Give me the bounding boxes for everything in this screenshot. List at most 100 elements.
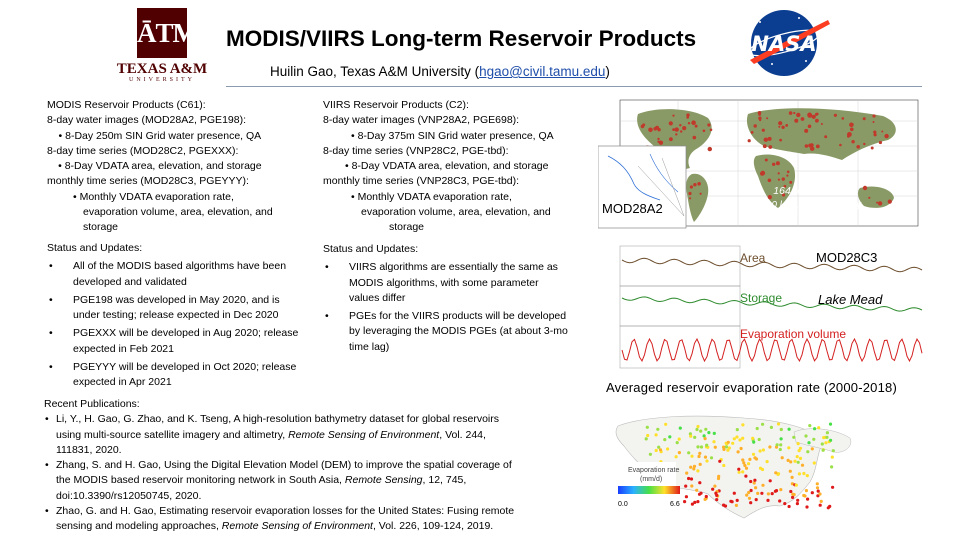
evaporation-dot [749, 479, 753, 484]
reservoir-marker [849, 122, 854, 128]
global-reservoir-map: MOD28A2 164 reservoirs, 2900 km³, 44% ca… [598, 96, 920, 232]
modis-line: 8-day water images (MOD28A2, PGE198): [47, 114, 246, 127]
reservoir-marker [815, 144, 820, 149]
reservoir-marker [788, 111, 793, 115]
evaporation-dot [778, 499, 782, 503]
evaporation-dot [654, 433, 658, 437]
reservoir-marker [777, 172, 780, 175]
viirs-status-heading: Status and Updates: [323, 243, 419, 255]
evaporation-series-line [621, 337, 923, 363]
evaporation-dot [698, 451, 702, 455]
evaporation-dot [806, 497, 810, 501]
evaporation-dot [715, 493, 719, 497]
evaporation-dot [816, 494, 820, 498]
evaporation-dot [677, 437, 681, 441]
evaporation-dot [695, 488, 699, 492]
reservoir-marker [839, 143, 842, 147]
evaporation-dot [783, 502, 787, 506]
header-divider [226, 86, 922, 87]
evaporation-dot [699, 429, 703, 433]
evaporation-dot [822, 436, 826, 440]
evaporation-dot [760, 491, 764, 495]
reservoir-marker [763, 137, 768, 142]
publication-item: Zhao, G. and H. Gao, Estimating reservoi… [44, 504, 594, 535]
status-text: PGEs for the VIIRS products will be deve… [349, 310, 567, 323]
reservoir-marker [868, 196, 871, 199]
evaporation-dot [779, 488, 783, 492]
reservoir-marker [887, 199, 892, 204]
storage-series-line [621, 296, 923, 312]
evaporation-dot [703, 455, 708, 459]
evaporation-dot [689, 477, 694, 481]
reservoir-marker [872, 114, 876, 118]
evaporation-dot [704, 494, 708, 499]
evaporation-dot [692, 464, 697, 468]
viirs-line: • Monthly VDATA evaporation rate, [351, 190, 512, 203]
reservoir-marker [778, 121, 783, 126]
modis-status-item: PGEYYY will be developed in Oct 2020; re… [47, 360, 317, 391]
evaporation-dot [735, 428, 739, 432]
reservoir-marker [872, 121, 875, 123]
evaporation-dot [787, 446, 791, 450]
reservoir-marker [877, 201, 883, 206]
viirs-line: monthly time series (VNP28C3, PGE-tbd): [323, 175, 520, 188]
reservoir-marker [764, 158, 768, 162]
evaporation-dot [749, 488, 753, 493]
evaporation-dot [645, 425, 649, 429]
reservoir-marker [699, 192, 702, 195]
publication-item: Zhang, S. and H. Gao, Using the Digital … [44, 458, 594, 504]
evaporation-dot [690, 502, 694, 506]
evaporation-dot [780, 456, 784, 460]
evaporation-dot [696, 424, 700, 429]
evaporation-map-caption: Averaged reservoir evaporation rate (200… [606, 380, 897, 395]
evaporation-dot [804, 489, 808, 493]
reservoir-marker [814, 112, 818, 116]
publication-text: Zhao, G. and H. Gao, Estimating reservoi… [56, 505, 515, 518]
reservoir-marker [697, 182, 701, 186]
evaporation-dot [668, 435, 672, 439]
evaporation-dot [698, 462, 702, 466]
evaporation-dot [791, 492, 795, 496]
evaporation-dot [770, 492, 774, 496]
reservoir-marker [686, 116, 689, 119]
reservoir-marker [878, 140, 882, 145]
evaporation-dot [787, 427, 791, 431]
reservoir-marker [789, 180, 793, 184]
evaporation-dot [752, 481, 756, 485]
evaporation-dot [715, 498, 719, 502]
evaporation-dot [747, 490, 751, 495]
reservoir-capacity-note: 2900 km³, 44% capacity [754, 200, 863, 211]
status-text: MODIS algorithms, with some parameter [349, 276, 539, 289]
modis-line: monthly time series (MOD28C3, PGEYYY): [47, 175, 249, 188]
evaporation-dot [796, 460, 800, 464]
reservoir-marker [862, 185, 868, 191]
reservoir-marker [793, 111, 796, 115]
email-link[interactable]: hgao@civil.tamu.edu [479, 64, 606, 79]
evaporation-dot [696, 445, 700, 449]
legend-title: Evaporation rate [628, 467, 679, 474]
publication-text: using multi-source satellite imagery and… [56, 428, 289, 441]
reservoir-marker [824, 135, 828, 139]
evaporation-dot [815, 482, 819, 486]
reservoir-marker [856, 145, 860, 149]
evaporation-dot [753, 478, 757, 482]
modis-line: • 8-Day 250m SIN Grid water presence, QA [58, 129, 262, 142]
status-text: time lag) [349, 340, 390, 353]
reservoir-marker [810, 146, 815, 151]
reservoir-marker [767, 178, 772, 183]
area-series-line [621, 257, 923, 273]
evaporation-dot [755, 426, 759, 431]
evaporation-dot [722, 447, 726, 451]
publication-text: the MODIS based reservoir monitoring net… [56, 474, 345, 487]
evaporation-dot [738, 438, 742, 442]
evaporation-dot [744, 466, 749, 470]
reservoir-marker [689, 185, 693, 189]
reservoir-marker [682, 126, 687, 131]
evaporation-dot [696, 469, 700, 473]
evaporation-dot [813, 427, 817, 431]
evaporation-dot [754, 457, 759, 461]
evaporation-dot [658, 448, 663, 452]
area-label: Area [740, 251, 766, 265]
evaporation-dot [732, 437, 736, 441]
modis-products-section: MODIS Reservoir Products (C61): 8-day wa… [47, 98, 273, 236]
